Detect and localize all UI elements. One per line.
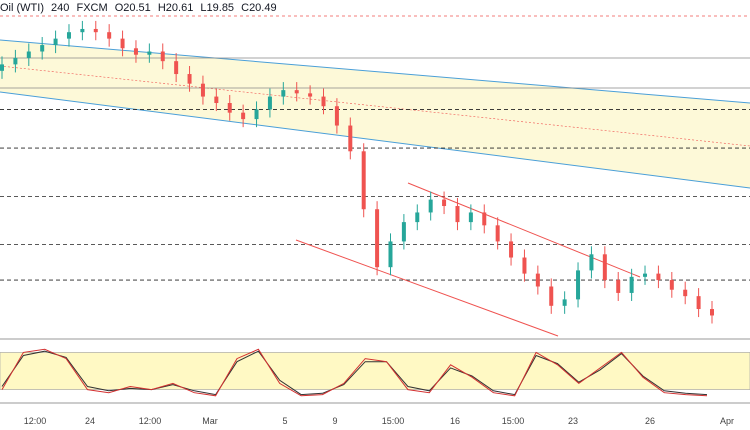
candle-body bbox=[147, 51, 152, 55]
candle-body bbox=[254, 109, 259, 120]
candle-body bbox=[683, 289, 688, 297]
candle-body bbox=[629, 276, 634, 293]
candle-body bbox=[549, 286, 554, 306]
candle-body bbox=[535, 273, 540, 287]
candle-body bbox=[428, 199, 433, 213]
candle-body bbox=[401, 222, 406, 242]
candle-body bbox=[602, 254, 607, 281]
candle-body bbox=[13, 57, 18, 65]
interval-label: 240 bbox=[51, 2, 70, 14]
candle-body bbox=[294, 90, 299, 94]
stochastic-band bbox=[0, 352, 750, 390]
x-tick-label: 16 bbox=[450, 416, 460, 426]
candle-body bbox=[361, 151, 366, 210]
close-value: C20.49 bbox=[241, 2, 277, 14]
candle-body bbox=[348, 125, 353, 152]
candle-body bbox=[482, 212, 487, 226]
candle-body bbox=[214, 96, 219, 104]
x-tick-label: 15:00 bbox=[502, 416, 525, 426]
candle-body bbox=[415, 212, 420, 223]
candle-body bbox=[241, 112, 246, 120]
candle-body bbox=[656, 273, 661, 281]
candle-body bbox=[200, 83, 205, 97]
candle-body bbox=[455, 206, 460, 223]
candle-body bbox=[26, 51, 31, 58]
candle-body bbox=[710, 309, 714, 316]
x-tick-label: 12:00 bbox=[139, 416, 162, 426]
candle-body bbox=[562, 299, 567, 306]
candle-body bbox=[66, 32, 71, 39]
x-tick-label: 15:00 bbox=[382, 416, 405, 426]
candle-body bbox=[334, 106, 339, 126]
x-tick-label: 24 bbox=[85, 416, 95, 426]
candle-body bbox=[267, 96, 272, 110]
candle-body bbox=[468, 212, 473, 223]
price-pane bbox=[0, 15, 750, 337]
x-axis: 12:00 24 12:00 Mar 5 9 15:00 16 15:00 23 26 Apr bbox=[24, 416, 734, 426]
upper-channel-top-line bbox=[0, 39, 750, 104]
x-tick-label: 26 bbox=[645, 416, 655, 426]
stochastic-k-line bbox=[1, 348, 708, 397]
lower-channel-top-line bbox=[407, 182, 641, 278]
candle-body bbox=[80, 28, 85, 33]
candle-body bbox=[375, 209, 380, 268]
candle-body bbox=[0, 64, 4, 71]
candle-body bbox=[522, 257, 527, 274]
low-value: L19.85 bbox=[200, 2, 235, 14]
x-tick-label: 9 bbox=[332, 416, 337, 426]
candle-body bbox=[669, 280, 674, 290]
candle-body bbox=[120, 38, 125, 49]
candle-body bbox=[160, 51, 165, 62]
candle-body bbox=[40, 45, 45, 52]
open-value: O20.51 bbox=[114, 2, 151, 14]
candle-body bbox=[696, 296, 701, 310]
candle-body bbox=[308, 93, 313, 97]
candle-body bbox=[589, 254, 594, 271]
stochastic-pane bbox=[0, 338, 750, 404]
x-tick-label: 5 bbox=[282, 416, 287, 426]
high-value: H20.61 bbox=[157, 2, 194, 14]
chart-header: Oil (WTI) 240 FXCM O20.51 H20.61 L19.85 … bbox=[0, 2, 281, 18]
candle-body bbox=[227, 103, 232, 113]
candle-body bbox=[388, 241, 393, 268]
source-label: FXCM bbox=[76, 2, 108, 14]
candle-body bbox=[53, 38, 58, 46]
upper-channel-band bbox=[0, 40, 750, 188]
candle-body bbox=[509, 241, 514, 258]
x-tick-label: Mar bbox=[202, 416, 218, 426]
candle-body bbox=[576, 270, 581, 300]
upper-channel-midline bbox=[0, 65, 750, 147]
candle-body bbox=[616, 280, 621, 293]
candle-body bbox=[442, 199, 447, 207]
candle-body bbox=[495, 225, 500, 242]
candle-body bbox=[281, 90, 286, 97]
x-tick-label: 12:00 bbox=[24, 416, 47, 426]
x-tick-label: Apr bbox=[720, 416, 734, 426]
candle-body bbox=[174, 61, 179, 75]
lower-channel-bottom-line bbox=[295, 239, 559, 337]
candle-body bbox=[133, 48, 138, 55]
candle-body bbox=[107, 32, 112, 39]
candle-body bbox=[93, 28, 98, 33]
candle-body bbox=[187, 74, 192, 84]
candle-body bbox=[643, 273, 648, 277]
upper-channel-bottom-line bbox=[0, 91, 750, 189]
x-tick-label: 23 bbox=[568, 416, 578, 426]
instrument-name: Oil (WTI) bbox=[0, 2, 44, 14]
candle-body bbox=[321, 96, 326, 107]
